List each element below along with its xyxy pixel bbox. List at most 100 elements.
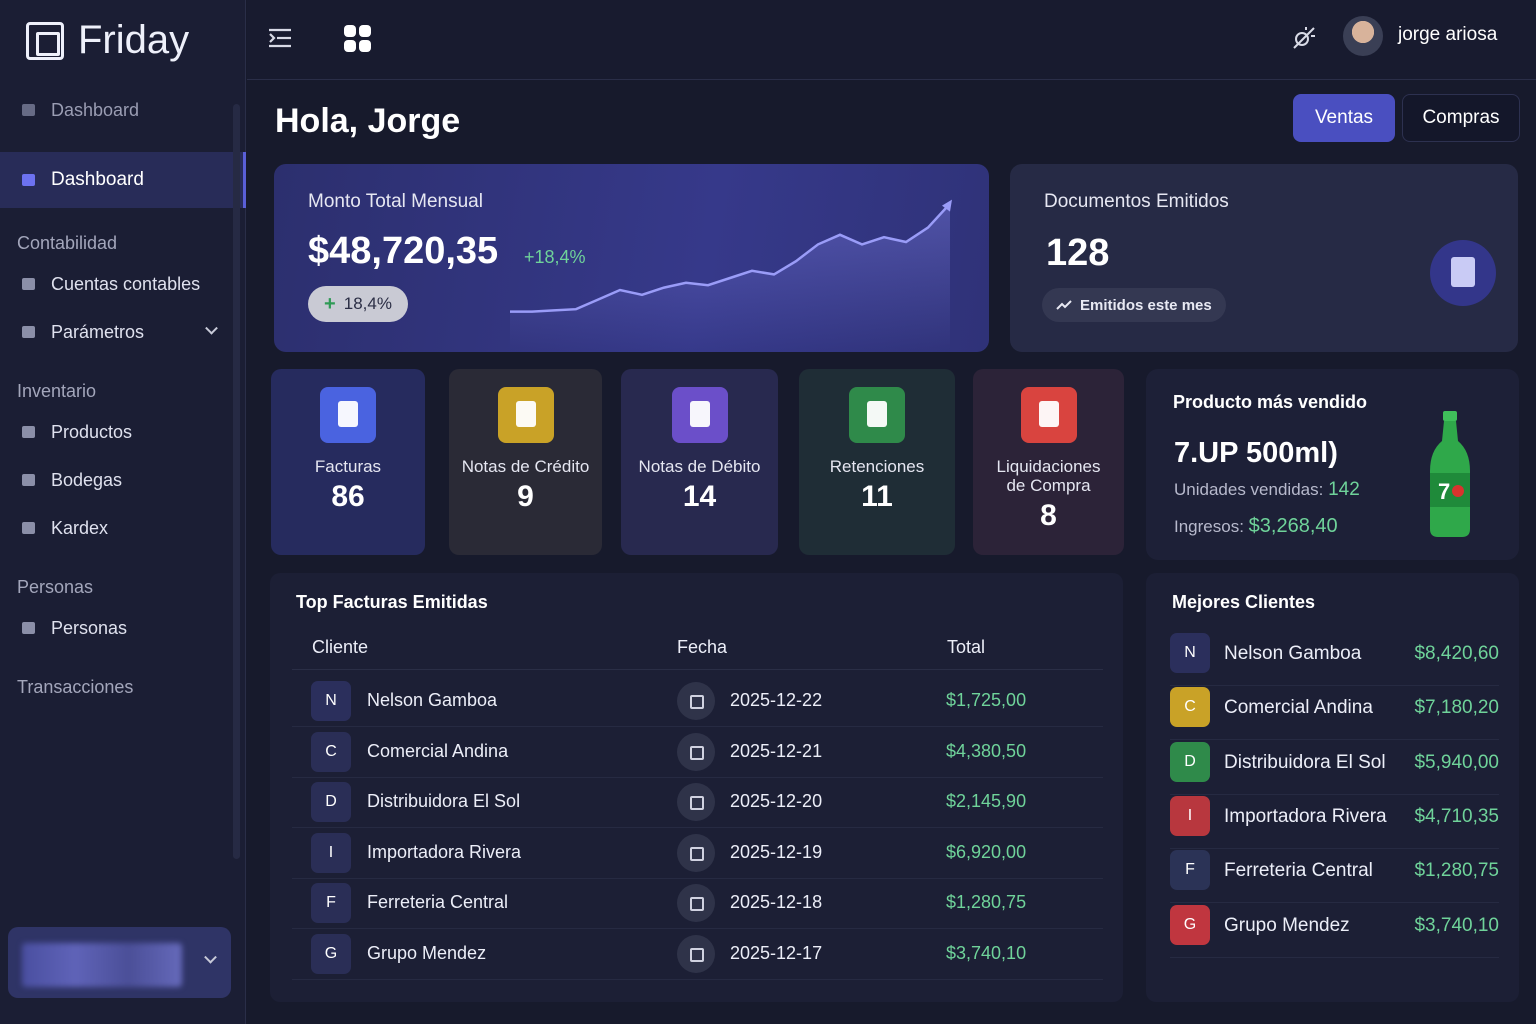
total: $4,380,50	[946, 740, 1027, 761]
nav-section: Personas	[17, 577, 94, 597]
sparkline-line	[510, 202, 951, 313]
nav-section: Inventario	[17, 381, 97, 401]
nav-item[interactable]: Cuentas contables	[0, 260, 246, 308]
client-name: Distribuidora El Sol	[367, 791, 521, 811]
icon	[22, 278, 35, 290]
nav-groups: Contabilidad Cuentas contables Parámetros I…	[0, 208, 246, 704]
column-header: Fecha	[677, 637, 728, 657]
client-name: Grupo Mendez	[367, 942, 487, 963]
avatar: F	[1170, 850, 1210, 891]
stat-value: 8	[1040, 499, 1057, 532]
avatar: G	[1170, 904, 1210, 945]
header-rule	[292, 669, 1103, 670]
icon	[22, 622, 35, 634]
nav-item[interactable]: Kardex	[0, 504, 246, 552]
stat-label: Notas de Crédito	[461, 457, 590, 476]
client-row: C Comercial Andina $7,180,20	[1170, 686, 1499, 741]
nav-label: Productos	[51, 421, 133, 442]
amount: $1,280,75	[1414, 860, 1499, 882]
tab[interactable]: Compras	[1402, 94, 1520, 142]
sparkline-area	[510, 203, 950, 352]
nav-label: Personas	[51, 617, 128, 638]
nav-item[interactable]: Parámetros	[0, 308, 246, 356]
card-title: Monto Total Mensual	[308, 191, 483, 212]
icon	[22, 326, 35, 338]
stat-icon	[849, 387, 905, 443]
avatar: D	[311, 782, 351, 822]
menu-icon[interactable]	[269, 28, 293, 48]
nav-label: Bodegas	[51, 469, 123, 490]
doc-icon	[1430, 240, 1496, 306]
stat-tile[interactable]: Notas de Crédito 9	[449, 369, 602, 555]
blurred-user	[22, 943, 182, 987]
badge-text: 18,4%	[343, 294, 392, 313]
nav-label: Kardex	[51, 517, 109, 538]
stat-label: Notas de Débito	[638, 457, 761, 476]
user-avatar[interactable]	[1343, 16, 1383, 56]
amount: $48,720,35	[308, 230, 499, 272]
invoices-panel: Top Facturas Emitidas Cliente Fecha Total N…	[270, 573, 1123, 1002]
clients-panel: Mejores Clientes N Nelson Gamboa $8,420,60…	[1146, 573, 1519, 1002]
calendar-icon	[677, 732, 715, 771]
nav-label: Parámetros	[51, 321, 145, 342]
top-product-card: Producto más vendido 7.UP 500ml) Unidade…	[1146, 369, 1519, 560]
calendar-icon	[677, 783, 715, 821]
product-name: 7.UP 500ml)	[1174, 437, 1338, 469]
icon	[22, 474, 35, 486]
user-switcher[interactable]	[8, 927, 231, 998]
units: Unidades vendidas: 142	[1174, 479, 1360, 501]
stat-icon	[1020, 387, 1077, 443]
amount: $3,740,10	[1414, 914, 1499, 936]
total: $3,740,10	[946, 942, 1027, 963]
date: 2025-12-17	[730, 942, 823, 963]
nav-item-active[interactable]: Dashboard	[0, 152, 246, 208]
chevron	[204, 950, 217, 964]
client-name: Comercial Andina	[1224, 697, 1373, 719]
product-image: 7	[1430, 411, 1470, 537]
badge: +18,4%	[308, 286, 408, 322]
client-name: Nelson Gamboa	[367, 690, 498, 710]
logo	[26, 21, 64, 60]
tab-active[interactable]: Ventas	[1293, 94, 1395, 142]
brand[interactable]: Friday	[26, 18, 189, 63]
nav-item[interactable]: Productos	[0, 408, 246, 456]
client-name: Comercial Andina	[367, 740, 509, 761]
calendar-icon	[677, 833, 715, 872]
nav-label: Cuentas contables	[51, 273, 201, 294]
revenue: Ingresos: $3,268,40	[1174, 515, 1338, 538]
nav-item[interactable]: Dashboard	[0, 92, 246, 128]
nav-section: Contabilidad	[17, 233, 118, 253]
card-title: Producto más vendido	[1173, 392, 1368, 412]
stat-label: Facturas	[314, 457, 382, 476]
revenue-label: Ingresos:	[1174, 517, 1244, 536]
stat-icon	[497, 387, 554, 443]
stat-tile[interactable]: Retenciones 11	[799, 369, 955, 555]
stat-value: 86	[331, 480, 365, 513]
table-row: D Distribuidora El Sol 2025-12-20 $2,145,90	[292, 777, 1103, 828]
icon	[22, 174, 35, 186]
user-name[interactable]: jorge ariosa	[1398, 24, 1498, 45]
amount: $4,710,35	[1414, 805, 1499, 827]
client-name: Distribuidora El Sol	[1224, 751, 1386, 773]
stat-tile[interactable]: Liquidaciones de Compra 8	[973, 369, 1124, 555]
stat-tile[interactable]: Notas de Débito 14	[621, 369, 778, 555]
stat-label: Retenciones	[829, 457, 925, 476]
brand-name: Friday	[78, 18, 190, 62]
nav-item[interactable]: Bodegas	[0, 456, 246, 504]
note-text: Emitidos este mes	[1080, 296, 1212, 314]
date: 2025-12-22	[730, 690, 823, 710]
nav-item[interactable]: Personas	[0, 604, 246, 652]
sidebar: Friday Dashboard Dashboard Contabilidad C…	[0, 0, 246, 1024]
stat-value: 9	[517, 480, 534, 513]
client-name: Ferreteria Central	[367, 892, 509, 912]
table-row: N Nelson Gamboa 2025-12-22 $1,725,00	[292, 676, 1103, 727]
scrollbar[interactable]	[233, 104, 240, 859]
stat-tile[interactable]: Facturas 86	[271, 369, 425, 555]
date: 2025-12-21	[730, 740, 823, 761]
stat-icon	[320, 387, 376, 443]
table-row: C Comercial Andina 2025-12-21 $4,380,50	[292, 727, 1103, 778]
apps-icon[interactable]	[344, 25, 371, 52]
theme-icon[interactable]	[1292, 26, 1316, 50]
avatar: D	[1170, 741, 1210, 782]
